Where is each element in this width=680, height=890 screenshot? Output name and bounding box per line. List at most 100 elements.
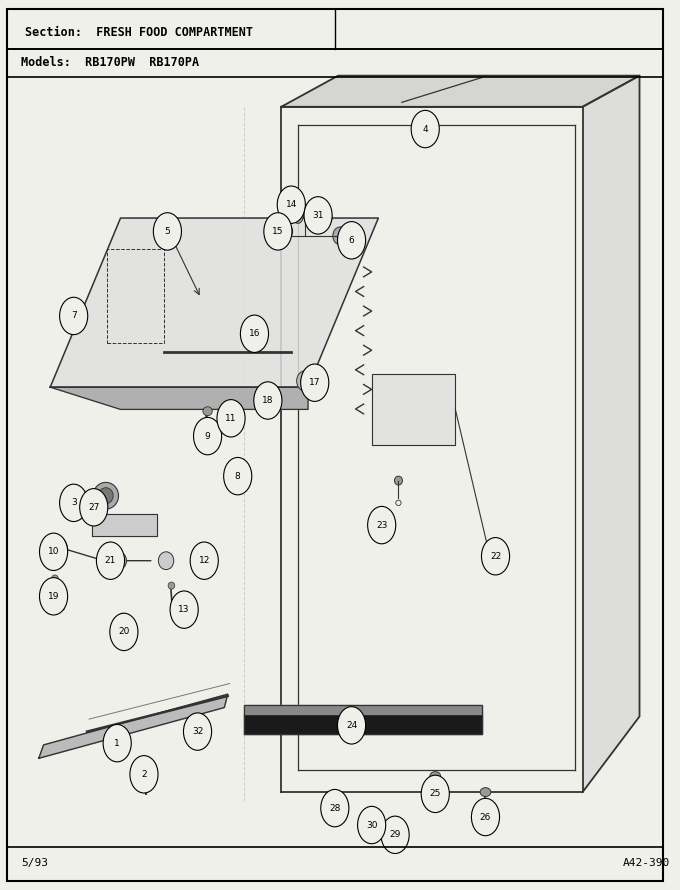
Ellipse shape: [281, 224, 292, 239]
Text: Models:  RB170PW  RB170PA: Models: RB170PW RB170PA: [22, 56, 199, 69]
Text: 5: 5: [165, 227, 170, 236]
Ellipse shape: [42, 535, 67, 565]
Circle shape: [337, 222, 366, 259]
Ellipse shape: [52, 575, 58, 582]
Ellipse shape: [394, 476, 403, 485]
Ellipse shape: [430, 772, 441, 781]
Text: 30: 30: [366, 821, 377, 829]
Text: 16: 16: [249, 329, 260, 338]
Ellipse shape: [292, 207, 303, 223]
Ellipse shape: [257, 393, 272, 408]
Text: 19: 19: [48, 592, 59, 601]
Ellipse shape: [112, 552, 126, 570]
Polygon shape: [583, 76, 639, 792]
Text: 27: 27: [88, 503, 99, 512]
Circle shape: [421, 775, 449, 813]
Circle shape: [224, 457, 252, 495]
Circle shape: [39, 533, 67, 570]
Circle shape: [337, 707, 366, 744]
Circle shape: [39, 578, 67, 615]
Ellipse shape: [228, 465, 243, 482]
Text: 31: 31: [312, 211, 324, 220]
Text: A42-390: A42-390: [623, 858, 670, 869]
Ellipse shape: [203, 407, 212, 416]
Circle shape: [97, 542, 124, 579]
Text: 11: 11: [225, 414, 237, 423]
Ellipse shape: [301, 376, 310, 386]
Circle shape: [194, 417, 222, 455]
Circle shape: [241, 315, 269, 352]
Text: 1: 1: [114, 739, 120, 748]
Text: 32: 32: [192, 727, 203, 736]
Circle shape: [80, 489, 108, 526]
Text: 6: 6: [349, 236, 354, 245]
Circle shape: [368, 506, 396, 544]
Circle shape: [103, 724, 131, 762]
Text: 12: 12: [199, 556, 210, 565]
Ellipse shape: [296, 371, 314, 392]
Circle shape: [170, 591, 198, 628]
Text: 29: 29: [390, 830, 401, 839]
Polygon shape: [282, 76, 639, 107]
Text: 2: 2: [141, 770, 147, 779]
Polygon shape: [244, 714, 482, 734]
Ellipse shape: [48, 541, 63, 559]
Text: 13: 13: [178, 605, 190, 614]
Circle shape: [154, 213, 182, 250]
Polygon shape: [372, 374, 456, 445]
Text: 20: 20: [118, 627, 130, 636]
Ellipse shape: [330, 805, 343, 819]
Text: 7: 7: [71, 312, 77, 320]
Circle shape: [60, 297, 88, 335]
Text: 4: 4: [422, 125, 428, 134]
Text: 17: 17: [309, 378, 320, 387]
Ellipse shape: [158, 552, 174, 570]
Circle shape: [254, 382, 282, 419]
Text: 21: 21: [105, 556, 116, 565]
Ellipse shape: [322, 212, 332, 224]
Polygon shape: [244, 705, 482, 714]
Text: 5/93: 5/93: [22, 858, 48, 869]
Ellipse shape: [367, 821, 376, 830]
Text: 22: 22: [490, 552, 501, 561]
Circle shape: [190, 542, 218, 579]
Text: 15: 15: [272, 227, 284, 236]
Circle shape: [471, 798, 500, 836]
Text: 18: 18: [262, 396, 273, 405]
Circle shape: [358, 806, 386, 844]
Text: 14: 14: [286, 200, 297, 209]
Ellipse shape: [479, 812, 492, 822]
Circle shape: [110, 613, 138, 651]
Circle shape: [184, 713, 211, 750]
Ellipse shape: [333, 227, 347, 245]
Text: 25: 25: [430, 789, 441, 798]
Polygon shape: [39, 694, 228, 758]
Circle shape: [481, 538, 509, 575]
Circle shape: [411, 110, 439, 148]
Text: 26: 26: [480, 813, 491, 821]
Circle shape: [304, 197, 332, 234]
Ellipse shape: [168, 582, 175, 589]
Text: Section:  FRESH FOOD COMPARTMENT: Section: FRESH FOOD COMPARTMENT: [25, 26, 254, 39]
Text: 24: 24: [346, 721, 357, 730]
Polygon shape: [50, 218, 378, 387]
Text: 8: 8: [235, 472, 241, 481]
Circle shape: [60, 484, 88, 522]
Circle shape: [277, 186, 305, 223]
Circle shape: [130, 756, 158, 793]
Ellipse shape: [325, 798, 347, 825]
Circle shape: [381, 816, 409, 854]
Polygon shape: [92, 514, 157, 536]
Text: 23: 23: [376, 521, 388, 530]
Text: 10: 10: [48, 547, 59, 556]
Ellipse shape: [119, 613, 126, 620]
Polygon shape: [50, 387, 308, 409]
Ellipse shape: [231, 406, 241, 418]
Ellipse shape: [480, 788, 491, 797]
Circle shape: [321, 789, 349, 827]
Text: 28: 28: [329, 804, 341, 813]
Text: 3: 3: [71, 498, 77, 507]
Bar: [7, 49, 663, 77]
Text: 9: 9: [205, 432, 211, 441]
Circle shape: [217, 400, 245, 437]
